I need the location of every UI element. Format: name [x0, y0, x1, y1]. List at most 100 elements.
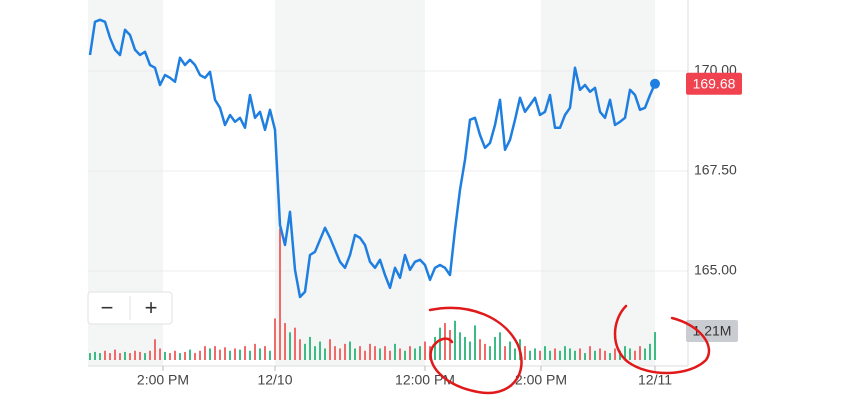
volume-bar	[354, 348, 356, 360]
volume-bar	[124, 351, 126, 360]
price-badge	[686, 72, 742, 95]
volume-bar	[264, 346, 266, 360]
volume-bar	[609, 353, 611, 360]
volume-bar	[394, 343, 396, 360]
volume-bar	[364, 350, 366, 360]
session-band	[541, 0, 655, 366]
volume-bar	[404, 350, 406, 360]
volume-bar	[624, 346, 626, 360]
volume-bar	[154, 339, 156, 360]
volume-bar	[649, 343, 651, 360]
volume-bar	[149, 350, 151, 360]
volume-bar	[319, 341, 321, 360]
volume-bar	[409, 346, 411, 360]
volume-bar	[349, 341, 351, 360]
volume-bar	[324, 348, 326, 360]
volume-bar	[329, 339, 331, 360]
volume-bar	[199, 350, 201, 360]
volume-bar	[529, 350, 531, 360]
volume-bar	[344, 343, 346, 360]
volume-bar	[94, 351, 96, 360]
x-tick-label: 12/10	[257, 372, 292, 388]
volume-bar	[339, 348, 341, 360]
volume-bar	[379, 348, 381, 360]
volume-bar	[414, 348, 416, 360]
volume-bar	[439, 327, 441, 360]
volume-bar	[259, 348, 261, 360]
last-point	[650, 78, 660, 89]
volume-bar	[549, 350, 551, 360]
volume-bar	[614, 348, 616, 360]
volume-bar	[524, 346, 526, 360]
volume-bar	[459, 332, 461, 360]
volume-bar	[104, 350, 106, 360]
volume-bar	[239, 349, 241, 360]
volume-bar	[174, 350, 176, 360]
volume-bar	[234, 348, 236, 360]
volume-bar	[289, 332, 291, 360]
volume-bar	[444, 323, 446, 360]
y-tick-label: 167.50	[694, 162, 737, 178]
volume-bar	[509, 341, 511, 360]
scribbles	[428, 304, 711, 395]
y-tick-label: 165.00	[694, 262, 737, 278]
volume-bar	[424, 341, 426, 360]
volume-bar	[584, 353, 586, 360]
volume-bar	[499, 332, 501, 360]
volume-bar	[539, 350, 541, 360]
volume-bar	[314, 346, 316, 360]
volume-bar	[479, 339, 481, 360]
volume-bar	[334, 346, 336, 360]
volume-bar	[214, 346, 216, 360]
volume-bar	[464, 336, 466, 360]
volume-bar	[194, 353, 196, 360]
volume-bar	[399, 348, 401, 360]
volume-bar	[454, 320, 456, 360]
volume-bar	[99, 353, 101, 360]
scribble	[428, 306, 523, 395]
volume-bar	[134, 350, 136, 360]
volume-bar	[554, 348, 556, 360]
session-band	[275, 0, 425, 366]
volume-bar	[144, 353, 146, 360]
volume-bar	[419, 346, 421, 360]
zoom-in-button[interactable]: +	[145, 295, 158, 320]
volume-bar	[169, 353, 171, 360]
volume-bar	[294, 327, 296, 360]
volume-bar	[129, 353, 131, 360]
volume-bar	[359, 346, 361, 360]
volume-bar	[249, 350, 251, 360]
zoom-out-button[interactable]: −	[101, 295, 114, 320]
volume-bar	[494, 336, 496, 360]
volume-bar	[594, 350, 596, 360]
volume-bar	[389, 350, 391, 360]
volume-bar	[484, 343, 486, 360]
volume-bar	[564, 346, 566, 360]
volume-bar	[559, 350, 561, 360]
volume-bar	[269, 350, 271, 360]
volume-bar	[369, 343, 371, 360]
volume-bar	[179, 353, 181, 360]
scribble	[613, 304, 711, 375]
volume-bar	[244, 346, 246, 360]
volume-bar	[299, 339, 301, 360]
volume-bar	[284, 323, 286, 360]
volume-bar	[544, 346, 546, 360]
volume-bar	[574, 350, 576, 360]
volume-bar	[279, 228, 281, 360]
volume-bar	[254, 343, 256, 360]
volume-badge	[686, 320, 738, 342]
volume-bar	[599, 348, 601, 360]
volume-bar	[489, 346, 491, 360]
volume-bar	[629, 348, 631, 360]
volume-bar	[309, 336, 311, 360]
volume-bar	[604, 350, 606, 360]
volume-bar	[119, 353, 121, 360]
volume-bar	[109, 353, 111, 360]
volume-bar	[569, 348, 571, 360]
volume-bar	[209, 348, 211, 360]
volume-bar	[159, 348, 161, 360]
x-tick-label: 2:00 PM	[137, 372, 189, 388]
